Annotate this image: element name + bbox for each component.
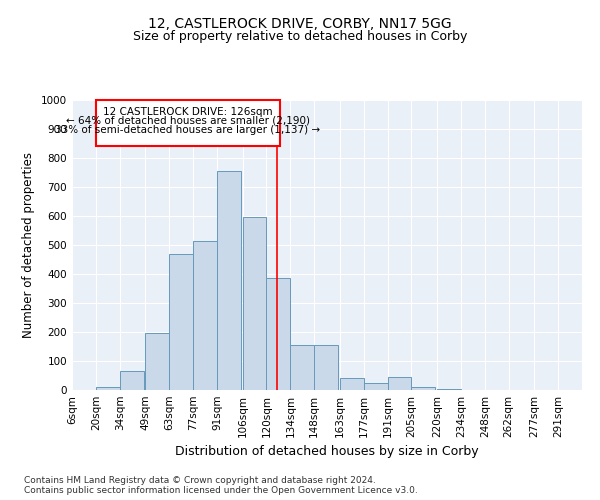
Bar	[364, 383, 388, 390]
FancyBboxPatch shape	[96, 100, 280, 146]
Text: 12 CASTLEROCK DRIVE: 126sqm: 12 CASTLEROCK DRIVE: 126sqm	[103, 108, 273, 118]
Bar	[242, 218, 266, 390]
Y-axis label: Number of detached properties: Number of detached properties	[22, 152, 35, 338]
X-axis label: Distribution of detached houses by size in Corby: Distribution of detached houses by size …	[175, 446, 479, 458]
Bar	[266, 278, 290, 390]
Bar	[388, 377, 412, 390]
Text: 12, CASTLEROCK DRIVE, CORBY, NN17 5GG: 12, CASTLEROCK DRIVE, CORBY, NN17 5GG	[148, 18, 452, 32]
Bar	[96, 387, 120, 390]
Bar	[290, 345, 314, 390]
Bar	[412, 387, 436, 390]
Bar	[169, 254, 193, 390]
Text: Size of property relative to detached houses in Corby: Size of property relative to detached ho…	[133, 30, 467, 43]
Bar	[437, 388, 461, 390]
Bar	[120, 371, 143, 390]
Bar	[145, 334, 169, 390]
Bar	[193, 240, 217, 390]
Bar	[314, 345, 338, 390]
Text: Contains public sector information licensed under the Open Government Licence v3: Contains public sector information licen…	[24, 486, 418, 495]
Text: Contains HM Land Registry data © Crown copyright and database right 2024.: Contains HM Land Registry data © Crown c…	[24, 476, 376, 485]
Bar	[340, 378, 364, 390]
Bar	[217, 171, 241, 390]
Text: 33% of semi-detached houses are larger (1,137) →: 33% of semi-detached houses are larger (…	[55, 124, 320, 134]
Text: ← 64% of detached houses are smaller (2,190): ← 64% of detached houses are smaller (2,…	[66, 116, 310, 126]
